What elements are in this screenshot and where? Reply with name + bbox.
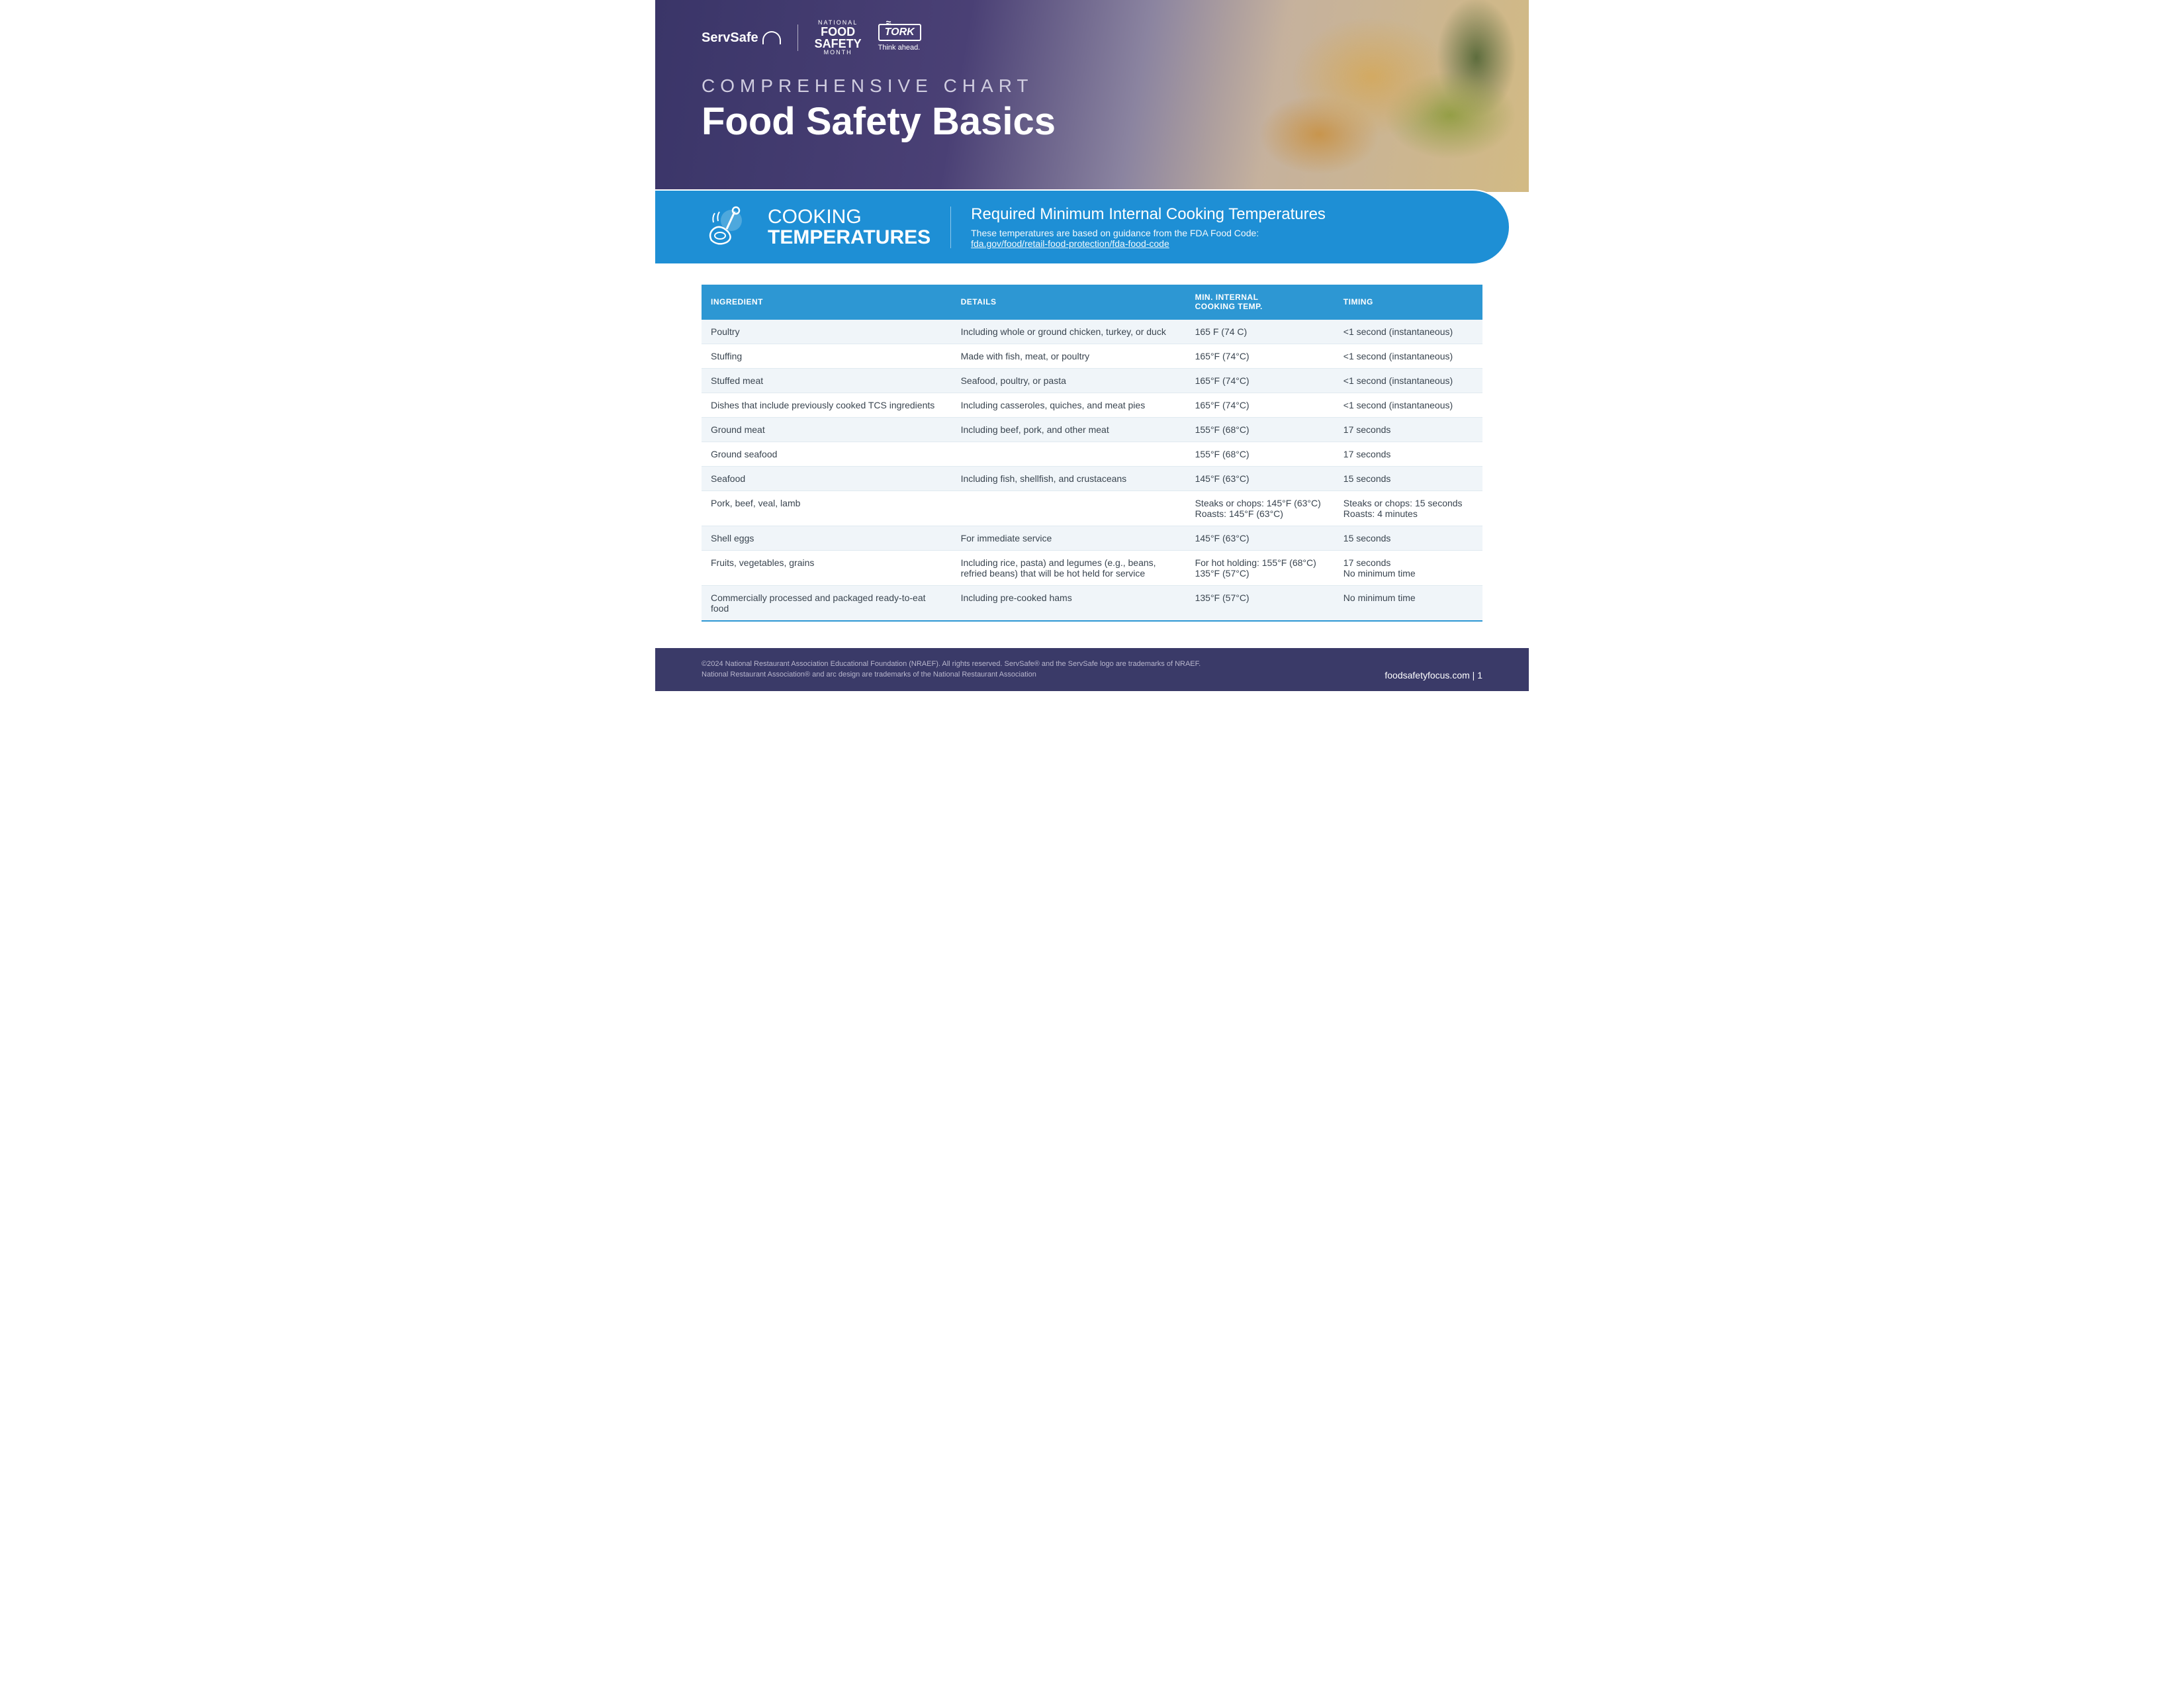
cell-ingredient: Poultry [702, 320, 952, 344]
cell-details [952, 491, 1186, 526]
tork-logo: TORK Think ahead. [878, 24, 921, 52]
table-row: StuffingMade with fish, meat, or poultry… [702, 344, 1482, 368]
cell-temp: 155°F (68°C) [1186, 417, 1334, 442]
cell-temp: 145°F (63°C) [1186, 466, 1334, 491]
temperature-table: INGREDIENT DETAILS MIN. INTERNAL COOKING… [702, 285, 1482, 622]
cell-ingredient: Commercially processed and packaged read… [702, 585, 952, 621]
cell-ingredient: Shell eggs [702, 526, 952, 550]
cell-timing: 15 seconds [1334, 526, 1482, 550]
logo-divider [797, 24, 798, 51]
hero-eyebrow: COMPREHENSIVE CHART [702, 75, 1482, 97]
cell-temp: 165°F (74°C) [1186, 344, 1334, 368]
header-temp: MIN. INTERNAL COOKING TEMP. [1186, 285, 1334, 320]
cell-temp: 165°F (74°C) [1186, 393, 1334, 417]
hero-title: Food Safety Basics [702, 99, 1482, 144]
cell-temp: For hot holding: 155°F (68°C) 135°F (57°… [1186, 550, 1334, 585]
cell-details: Including fish, shellfish, and crustacea… [952, 466, 1186, 491]
cell-ingredient: Pork, beef, veal, lamb [702, 491, 952, 526]
cell-ingredient: Stuffing [702, 344, 952, 368]
cell-timing: <1 second (instantaneous) [1334, 368, 1482, 393]
logo-row: ServSafe NATIONAL FOOD SAFETY MONTH TORK… [702, 20, 1482, 56]
table-row: Commercially processed and packaged read… [702, 585, 1482, 621]
cell-details: Made with fish, meat, or poultry [952, 344, 1186, 368]
cell-ingredient: Fruits, vegetables, grains [702, 550, 952, 585]
steak-thermometer-icon [702, 204, 748, 250]
table-row: Dishes that include previously cooked TC… [702, 393, 1482, 417]
cell-temp: Steaks or chops: 145°F (63°C) Roasts: 14… [1186, 491, 1334, 526]
cell-ingredient: Stuffed meat [702, 368, 952, 393]
cell-details: Seafood, poultry, or pasta [952, 368, 1186, 393]
section-band: COOKING TEMPERATURES Required Minimum In… [655, 191, 1509, 263]
band-heading: Required Minimum Internal Cooking Temper… [971, 205, 1463, 224]
cell-details: Including rice, pasta) and legumes (e.g.… [952, 550, 1186, 585]
servsafe-logo: ServSafe [702, 30, 781, 46]
cell-details: Including beef, pork, and other meat [952, 417, 1186, 442]
cell-ingredient: Ground meat [702, 417, 952, 442]
header-details: DETAILS [952, 285, 1186, 320]
band-title: COOKING TEMPERATURES [768, 207, 951, 248]
fda-link[interactable]: fda.gov/food/retail-food-protection/fda-… [971, 238, 1169, 249]
page-footer: ©2024 National Restaurant Association Ed… [655, 648, 1529, 691]
band-title-line1: COOKING [768, 207, 931, 228]
cell-temp: 155°F (68°C) [1186, 442, 1334, 466]
cell-timing: 17 seconds No minimum time [1334, 550, 1482, 585]
footer-page-number: 1 [1477, 670, 1482, 680]
table-row: Fruits, vegetables, grainsIncluding rice… [702, 550, 1482, 585]
band-description: Required Minimum Internal Cooking Temper… [971, 205, 1463, 249]
band-subtext: These temperatures are based on guidance… [971, 228, 1259, 238]
cell-ingredient: Seafood [702, 466, 952, 491]
cell-details [952, 442, 1186, 466]
nfsm-logo: NATIONAL FOOD SAFETY MONTH [815, 20, 862, 56]
table-row: Ground seafood 155°F (68°C)17 seconds [702, 442, 1482, 466]
cell-timing: <1 second (instantaneous) [1334, 344, 1482, 368]
servsafe-arc-icon [762, 31, 781, 44]
header-ingredient: INGREDIENT [702, 285, 952, 320]
table-row: Shell eggsFor immediate service145°F (63… [702, 526, 1482, 550]
cell-details: Including whole or ground chicken, turke… [952, 320, 1186, 344]
cell-timing: <1 second (instantaneous) [1334, 393, 1482, 417]
cell-details: For immediate service [952, 526, 1186, 550]
table-row: PoultryIncluding whole or ground chicken… [702, 320, 1482, 344]
table-row: SeafoodIncluding fish, shellfish, and cr… [702, 466, 1482, 491]
cell-details: Including casseroles, quiches, and meat … [952, 393, 1186, 417]
cell-temp: 165 F (74 C) [1186, 320, 1334, 344]
cell-timing: 15 seconds [1334, 466, 1482, 491]
cell-temp: 145°F (63°C) [1186, 526, 1334, 550]
cell-timing: Steaks or chops: 15 seconds Roasts: 4 mi… [1334, 491, 1482, 526]
hero-banner: ServSafe NATIONAL FOOD SAFETY MONTH TORK… [655, 0, 1529, 192]
nfsm-food: FOOD [815, 26, 862, 38]
nfsm-month: MONTH [815, 50, 862, 56]
cell-ingredient: Dishes that include previously cooked TC… [702, 393, 952, 417]
cell-timing: 17 seconds [1334, 442, 1482, 466]
cell-timing: No minimum time [1334, 585, 1482, 621]
servsafe-text: ServSafe [702, 30, 758, 46]
tork-tagline: Think ahead. [878, 44, 921, 52]
header-timing: TIMING [1334, 285, 1482, 320]
nfsm-safety: SAFETY [815, 38, 862, 50]
footer-copyright: ©2024 National Restaurant Association Ed… [702, 659, 1218, 680]
table-row: Pork, beef, veal, lamb Steaks or chops: 1… [702, 491, 1482, 526]
tork-text: TORK [878, 24, 921, 41]
footer-site: foodsafetyfocus.com | 1 [1385, 670, 1482, 680]
table-header-row: INGREDIENT DETAILS MIN. INTERNAL COOKING… [702, 285, 1482, 320]
cell-temp: 135°F (57°C) [1186, 585, 1334, 621]
table-row: Ground meatIncluding beef, pork, and oth… [702, 417, 1482, 442]
cell-temp: 165°F (74°C) [1186, 368, 1334, 393]
footer-url[interactable]: foodsafetyfocus.com [1385, 670, 1469, 680]
cell-ingredient: Ground seafood [702, 442, 952, 466]
band-title-line2: TEMPERATURES [768, 227, 931, 248]
cell-timing: <1 second (instantaneous) [1334, 320, 1482, 344]
table-row: Stuffed meatSeafood, poultry, or pasta16… [702, 368, 1482, 393]
cell-timing: 17 seconds [1334, 417, 1482, 442]
temperature-table-wrap: INGREDIENT DETAILS MIN. INTERNAL COOKING… [655, 265, 1529, 635]
cell-details: Including pre-cooked hams [952, 585, 1186, 621]
